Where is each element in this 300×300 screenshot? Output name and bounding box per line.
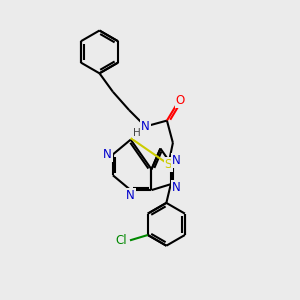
- Text: N: N: [103, 148, 112, 161]
- Text: N: N: [172, 154, 181, 167]
- Text: O: O: [176, 94, 185, 107]
- Text: N: N: [141, 120, 150, 133]
- Text: H: H: [133, 128, 141, 138]
- Text: S: S: [165, 158, 172, 171]
- Text: N: N: [172, 181, 181, 194]
- Text: Cl: Cl: [116, 234, 127, 247]
- Text: N: N: [126, 189, 135, 202]
